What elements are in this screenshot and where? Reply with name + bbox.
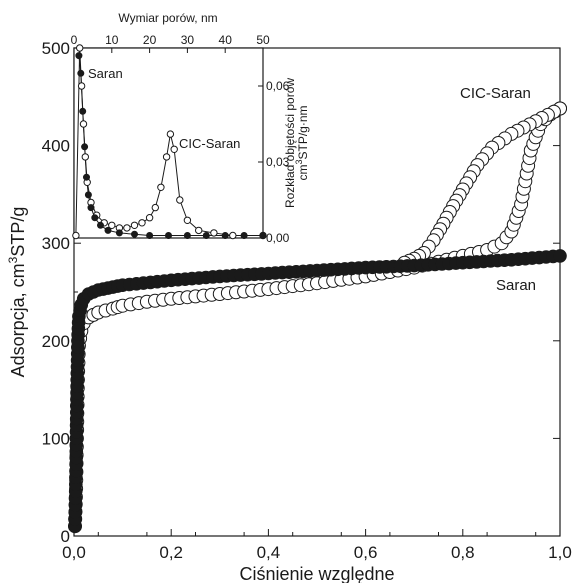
saran-point — [553, 249, 567, 263]
inset-cic-saran-point — [138, 219, 146, 227]
y-axis-label: Adsorpcja, cm3STP/g — [6, 207, 28, 378]
inset-saran-point — [115, 229, 123, 237]
y-tick-label: 200 — [42, 332, 70, 351]
inset-x-tick-label: 30 — [181, 33, 195, 47]
inset-cic-saran-point — [151, 203, 160, 212]
inset-saran-point — [83, 173, 91, 181]
inset-x-tick-label: 40 — [219, 33, 233, 47]
inset-cic-saran-point — [145, 214, 154, 222]
inset-axis-ticks: 0 10 20 30 40 50 0,00 0,03 0,06 — [71, 33, 290, 245]
series-label-saran: Saran — [496, 277, 536, 294]
series-label-cic-saran: CIC-Saran — [460, 85, 531, 102]
inset-cic-saran-point — [79, 120, 88, 128]
inset-saran-point — [77, 69, 85, 77]
y-tick-label: 500 — [42, 39, 70, 58]
inset-cic-saran-point — [157, 183, 165, 192]
x-axis-label: Ciśnienie względne — [239, 564, 394, 583]
x-tick-label: 0,2 — [159, 543, 183, 562]
inset-y-axis-label: Rozkład objętości porówcm3STP/g·nm — [283, 78, 310, 208]
inset-x-tick-label: 10 — [105, 33, 119, 47]
inset-saran-point — [146, 232, 154, 240]
inset-x-tick-label: 0 — [71, 33, 78, 47]
inset-saran-point — [75, 52, 83, 60]
y-tick-label: 100 — [42, 429, 70, 448]
inset-cic-saran-point — [162, 153, 171, 161]
y-axis-label-tail: STP/g — [8, 207, 28, 257]
inset-y-axis-label-line2-tail: STP/g·nm — [296, 105, 310, 159]
inset-saran-point — [221, 232, 229, 240]
y-tick-label: 400 — [42, 137, 70, 156]
inset-cic-saran-point — [195, 226, 203, 235]
inset-cic-saran-point — [176, 196, 184, 204]
inset-cic-saran-point — [183, 216, 192, 225]
x-tick-label: 0,6 — [354, 543, 378, 562]
inset-cic-saran-point — [170, 145, 178, 154]
inset-x-tick-label: 50 — [256, 33, 270, 47]
inset-cic-saran-point — [72, 231, 80, 240]
inset-saran-point — [104, 226, 112, 234]
inset-saran-point — [87, 204, 95, 212]
inset-cic-saran-point — [123, 224, 131, 232]
x-tick-label: 0,0 — [62, 543, 86, 562]
x-tick-label: 0,8 — [451, 543, 475, 562]
inset-x-tick-label: 20 — [143, 33, 157, 47]
inset-series-label-cic-saran: CIC-Saran — [179, 136, 240, 151]
inset-saran-point — [202, 232, 210, 240]
inset-cic-saran-point — [229, 231, 237, 240]
inset-saran-point — [79, 107, 87, 115]
main-series-layer — [68, 101, 567, 534]
main-axis-ticks: 0,0 0,2 0,4 0,6 0,8 1,0 0 100 200 300 400 500 — [42, 39, 572, 562]
inset-series-label-saran: Saran — [88, 66, 123, 81]
inset-y-axis-label-line2-sup: 3 — [294, 160, 304, 165]
inset-saran-point — [97, 221, 105, 229]
inset-saran-point — [81, 143, 89, 151]
y-tick-label: 300 — [42, 234, 70, 253]
inset-saran-point — [259, 232, 267, 240]
inset-x-axis-label: Wymiar porów, nm — [118, 11, 217, 25]
x-tick-label: 0,4 — [257, 543, 281, 562]
inset-cic-saran-point — [76, 44, 84, 52]
inset-y-axis-label-line1: Rozkład objętości porów — [283, 78, 297, 208]
inset-cic-saran-point — [81, 153, 90, 161]
inset-saran-point — [131, 230, 139, 238]
inset-cic-saran-point — [108, 221, 116, 230]
inset-series-layer — [72, 44, 267, 240]
inset-y-tick-label: 0,06 — [266, 79, 290, 93]
inset-saran-point — [183, 232, 191, 240]
inset-y-tick-label: 0,03 — [266, 155, 290, 169]
inset-cic-saran-point — [166, 130, 175, 138]
x-tick-label: 1,0 — [548, 543, 572, 562]
inset-cic-saran-point — [210, 229, 218, 237]
inset-y-tick-label: 0,00 — [266, 231, 290, 245]
inset-cic-saran-point — [130, 221, 139, 230]
inset-saran-point — [84, 191, 92, 199]
inset-saran-point — [91, 214, 99, 222]
inset-saran-point — [240, 232, 248, 240]
y-tick-label: 0 — [61, 527, 70, 546]
inset-y-axis-label-line2: cm — [296, 165, 310, 181]
y-axis-label-sup: 3 — [6, 256, 20, 263]
inset-saran-point — [165, 232, 173, 240]
inset-cic-saran-point — [77, 82, 86, 90]
